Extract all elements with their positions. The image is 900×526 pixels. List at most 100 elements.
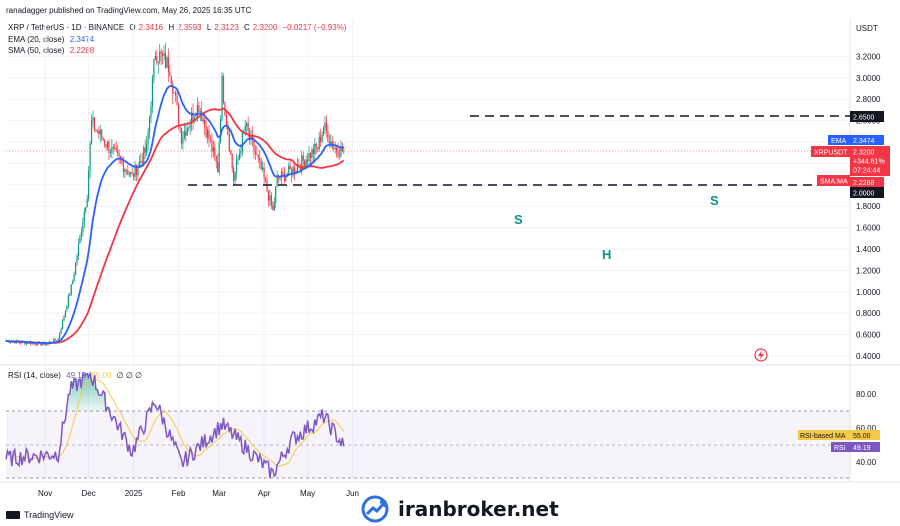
ema-legend-value: 2.3474 bbox=[69, 35, 95, 44]
candle-body bbox=[330, 141, 332, 144]
candle-body bbox=[262, 167, 264, 170]
ema-line bbox=[5, 84, 344, 345]
candle-body bbox=[59, 333, 61, 339]
price-tick-label: 0.6000 bbox=[856, 331, 881, 340]
candle-body bbox=[118, 152, 120, 157]
candle-body bbox=[53, 338, 55, 343]
line-bottom-tag: 2.0000 bbox=[850, 187, 884, 198]
candle-body bbox=[336, 147, 338, 151]
candle-body bbox=[296, 165, 299, 172]
candle-body bbox=[269, 195, 271, 201]
candle-body bbox=[244, 125, 246, 131]
candle-body bbox=[61, 320, 64, 329]
candle-body bbox=[318, 136, 320, 149]
candle-body bbox=[225, 114, 227, 125]
time-tick-label: 2025 bbox=[125, 489, 143, 498]
candle-body bbox=[324, 122, 326, 128]
candle-body bbox=[104, 140, 106, 145]
candle-body bbox=[243, 130, 245, 134]
rsi-ma-line bbox=[5, 378, 345, 467]
rsi-ma-tag-value: 55.00 bbox=[853, 433, 871, 440]
symbol-name: XRP / TetherUS · 1D · BINANCE bbox=[8, 23, 125, 32]
open-label: O bbox=[129, 23, 136, 32]
candle-body bbox=[218, 142, 220, 172]
time-tick-label: May bbox=[300, 489, 315, 498]
candles-group bbox=[5, 43, 345, 347]
price-tick-label: 3.0000 bbox=[856, 74, 881, 83]
publisher-note: ranadagger published on TradingView.com,… bbox=[6, 6, 252, 15]
candle-body bbox=[234, 172, 236, 182]
bolt-icon[interactable] bbox=[754, 348, 768, 362]
candle-body bbox=[209, 139, 212, 141]
rsi-tag-label: RSI bbox=[834, 445, 846, 452]
candle-body bbox=[230, 150, 232, 154]
candle-body bbox=[144, 147, 146, 153]
candle-body bbox=[150, 106, 152, 118]
sma-tag: SMA:MA 2.2288 bbox=[817, 175, 884, 187]
candle-body bbox=[235, 160, 238, 173]
ema-legend-label: EMA (20, close) bbox=[8, 35, 65, 44]
price-axis: 0.4000 0.6000 0.8000 1.0000 1.2000 1.4000 1.60… bbox=[856, 52, 881, 361]
candle-body bbox=[338, 155, 341, 157]
candle-body bbox=[257, 155, 259, 158]
candle-body bbox=[247, 123, 249, 132]
candle-body bbox=[328, 141, 330, 144]
sma-legend[interactable]: SMA (50, close) 2.2288 bbox=[8, 46, 97, 55]
price-tag-value: 2.3200 bbox=[853, 150, 875, 157]
candle-body bbox=[270, 195, 272, 206]
candle-body bbox=[101, 129, 103, 138]
time-tick-label: Jun bbox=[346, 489, 359, 498]
candle-body bbox=[25, 342, 27, 344]
candle-body bbox=[256, 154, 258, 156]
candle-body bbox=[109, 152, 111, 154]
candle-body bbox=[46, 343, 48, 346]
ema-tag-label: EMA bbox=[831, 138, 847, 145]
candle-body bbox=[196, 105, 198, 119]
candle-body bbox=[153, 59, 155, 79]
candle-body bbox=[160, 51, 162, 54]
candle-body bbox=[67, 295, 69, 307]
candle-body bbox=[176, 95, 178, 105]
line-top-tag: 2.6500 bbox=[850, 111, 884, 122]
candle-body bbox=[211, 140, 213, 152]
candle-body bbox=[173, 92, 175, 94]
price-tick-label: 3.2000 bbox=[856, 52, 881, 61]
ema-legend[interactable]: EMA (20, close) 2.3474 bbox=[8, 35, 97, 44]
candle-body bbox=[285, 175, 287, 182]
time-tick-label: Apr bbox=[258, 489, 271, 498]
rsi-axis: 40.00 60.00 80.00 bbox=[856, 390, 877, 467]
rsi-legend[interactable]: RSI (14, close) 49.19 55.00 ∅ ∅ ∅ bbox=[8, 371, 145, 380]
symbol-tag-label: XRPUSDT bbox=[814, 150, 848, 157]
candle-body bbox=[151, 78, 154, 107]
candle-body bbox=[69, 294, 71, 296]
candle-body bbox=[73, 274, 75, 282]
candle-body bbox=[264, 177, 267, 181]
candle-body bbox=[122, 162, 125, 173]
change-value: −0.0217 (−0.93%) bbox=[282, 23, 347, 32]
price-tick-label: 0.8000 bbox=[856, 309, 881, 318]
candle-body bbox=[204, 119, 206, 126]
candle-body bbox=[280, 171, 283, 179]
candle-body bbox=[166, 57, 168, 68]
rsi-legend-label: RSI (14, close) bbox=[8, 371, 61, 380]
candle-body bbox=[289, 165, 291, 170]
candle-body bbox=[88, 171, 90, 199]
candle-body bbox=[315, 143, 317, 148]
candle-body bbox=[70, 284, 72, 295]
candle-body bbox=[299, 167, 301, 171]
candle-body bbox=[189, 124, 191, 128]
candle-body bbox=[147, 131, 149, 144]
tradingview-logo[interactable]: TradingView bbox=[6, 510, 74, 520]
high-value: 2.3593 bbox=[177, 23, 202, 32]
candle-body bbox=[191, 113, 193, 125]
price-tag-countdown: 07:24:44 bbox=[853, 168, 880, 175]
rsi-tick-label: 80.00 bbox=[856, 390, 877, 399]
candle-body bbox=[305, 159, 307, 167]
candle-body bbox=[27, 342, 29, 344]
candle-body bbox=[128, 174, 130, 175]
candle-body bbox=[131, 171, 133, 174]
candle-body bbox=[227, 124, 229, 135]
candle-body bbox=[246, 123, 248, 126]
